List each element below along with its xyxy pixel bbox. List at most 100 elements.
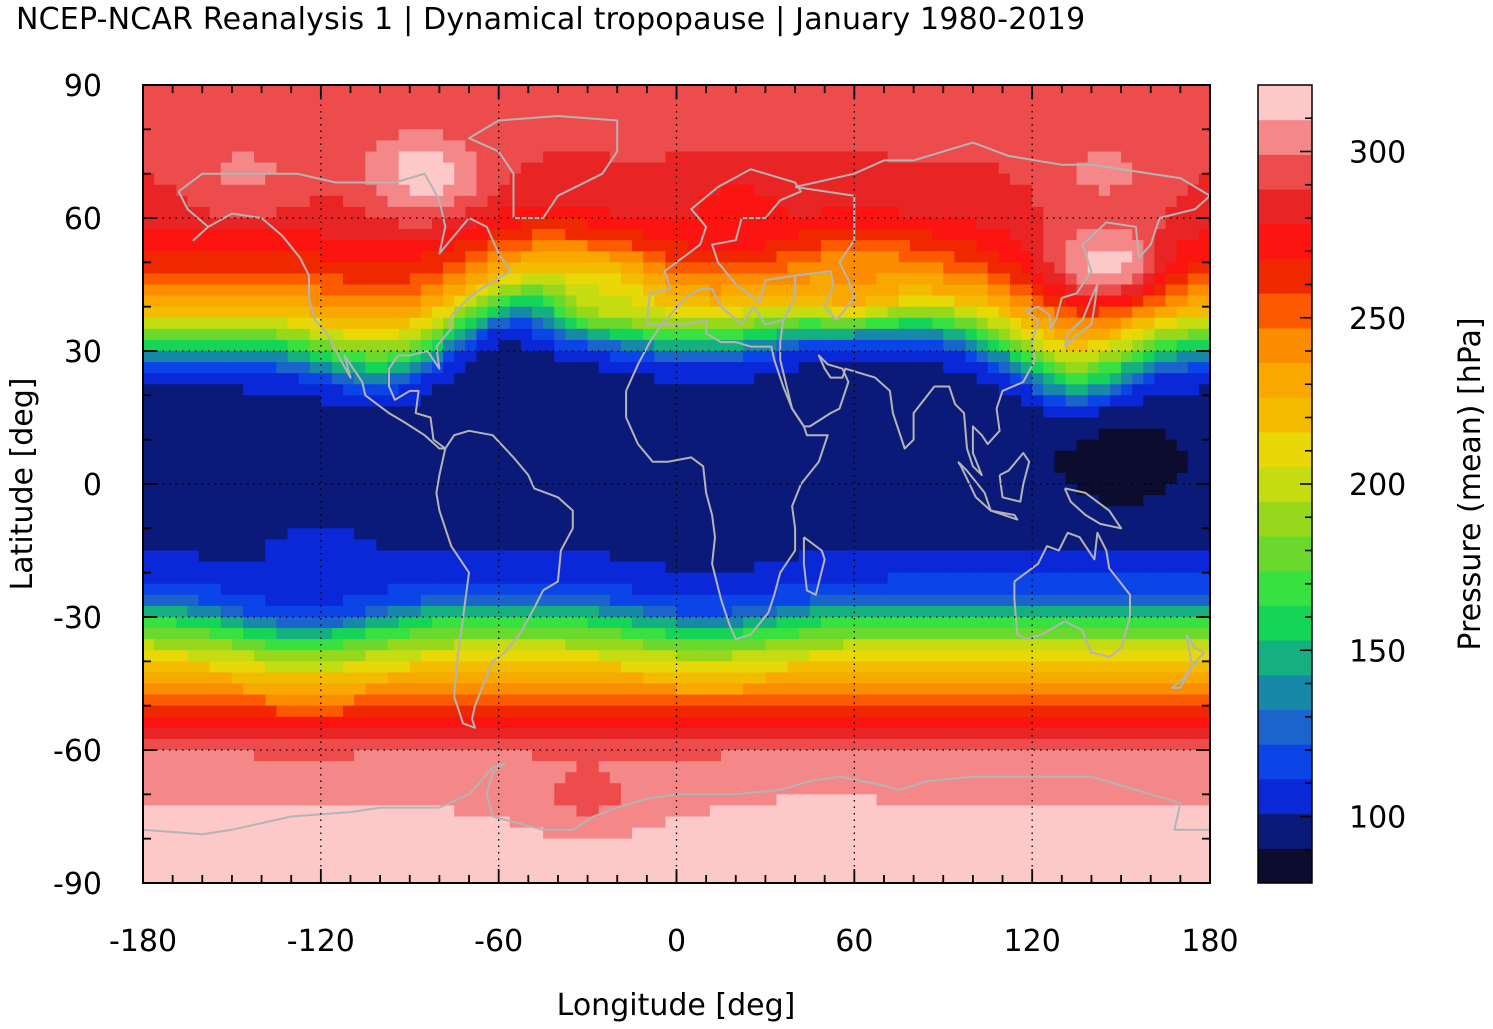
heatmap-cell xyxy=(420,151,433,164)
heatmap-cell xyxy=(343,450,355,463)
heatmap-cell xyxy=(732,439,744,452)
heatmap-cell xyxy=(732,373,744,385)
heatmap-cell xyxy=(598,151,611,164)
heatmap-cell xyxy=(243,129,255,142)
heatmap-cell xyxy=(431,140,444,153)
heatmap-cell xyxy=(1187,650,1200,662)
heatmap-cell xyxy=(643,240,655,252)
heatmap-cell xyxy=(976,561,989,574)
heatmap-cell xyxy=(476,461,489,474)
heatmap-cell xyxy=(565,495,578,507)
heatmap-cell xyxy=(754,251,767,263)
heatmap-cell xyxy=(1121,173,1133,186)
heatmap-cell xyxy=(1132,639,1144,651)
heatmap-cell xyxy=(532,439,544,452)
heatmap-cell xyxy=(543,384,555,396)
heatmap-cell xyxy=(909,628,922,640)
heatmap-cell xyxy=(409,284,422,297)
heatmap-cell xyxy=(254,107,266,119)
heatmap-cell xyxy=(465,539,478,552)
heatmap-cell xyxy=(776,561,789,574)
heatmap-cell xyxy=(1043,439,1055,452)
heatmap-cell xyxy=(643,583,655,596)
heatmap-cell xyxy=(143,118,155,130)
heatmap-cell xyxy=(754,229,767,241)
heatmap-cell xyxy=(387,406,400,419)
heatmap-cell xyxy=(687,195,700,208)
heatmap-cell xyxy=(176,594,189,607)
heatmap-cell xyxy=(598,362,611,374)
heatmap-cell xyxy=(143,206,155,219)
heatmap-cell xyxy=(954,284,967,297)
heatmap-cell xyxy=(1021,583,1033,596)
heatmap-cell xyxy=(354,328,366,341)
heatmap-cell xyxy=(1143,594,1156,607)
heatmap-cell xyxy=(643,461,655,474)
heatmap-cell xyxy=(209,450,222,463)
heatmap-cell xyxy=(909,594,922,607)
heatmap-cell xyxy=(309,384,322,396)
heatmap-cell xyxy=(320,306,333,319)
heatmap-cell xyxy=(843,605,855,618)
heatmap-cell xyxy=(1187,539,1200,552)
heatmap-cell xyxy=(1065,251,1078,263)
heatmap-cell xyxy=(854,450,867,463)
heatmap-cell xyxy=(732,129,744,142)
heatmap-cell xyxy=(243,295,255,308)
heatmap-cell xyxy=(854,85,867,97)
heatmap-cell xyxy=(198,594,211,607)
heatmap-cell xyxy=(276,539,289,552)
heatmap-cell xyxy=(965,461,978,474)
heatmap-cell xyxy=(354,450,366,463)
heatmap-cell xyxy=(643,406,655,419)
heatmap-cell xyxy=(787,594,800,607)
heatmap-cell xyxy=(343,107,355,119)
heatmap-cell xyxy=(954,85,967,97)
heatmap-cell xyxy=(387,339,400,352)
heatmap-cell xyxy=(1154,306,1167,319)
heatmap-cell xyxy=(498,628,511,640)
heatmap-cell xyxy=(220,339,233,352)
heatmap-cell xyxy=(732,351,744,363)
heatmap-cell xyxy=(243,594,255,607)
heatmap-cell xyxy=(609,650,622,662)
heatmap-cell xyxy=(320,317,333,330)
heatmap-cell xyxy=(620,251,633,263)
heatmap-cell xyxy=(1098,439,1111,452)
heatmap-cell xyxy=(609,173,622,186)
heatmap-cell xyxy=(443,495,455,507)
heatmap-cell xyxy=(965,218,978,230)
heatmap-cell xyxy=(1098,351,1111,363)
heatmap-cell xyxy=(998,450,1011,463)
heatmap-cell xyxy=(743,539,755,552)
heatmap-cell xyxy=(243,218,255,230)
heatmap-cell xyxy=(276,195,289,208)
heatmap-cell xyxy=(954,406,967,419)
heatmap-cell xyxy=(876,650,889,662)
heatmap-cell xyxy=(798,384,811,396)
heatmap-cell xyxy=(387,362,400,374)
heatmap-cell xyxy=(176,351,189,363)
heatmap-cell xyxy=(754,572,767,585)
heatmap-cell xyxy=(309,495,322,507)
heatmap-cell xyxy=(354,339,366,352)
heatmap-cell xyxy=(609,295,622,308)
heatmap-cell xyxy=(987,406,1000,419)
heatmap-cell xyxy=(1154,273,1167,286)
heatmap-cell xyxy=(765,96,778,108)
heatmap-cell xyxy=(609,351,622,363)
heatmap-cell xyxy=(598,572,611,585)
heatmap-cell xyxy=(976,96,989,108)
heatmap-cell xyxy=(243,362,255,374)
heatmap-cell xyxy=(887,195,900,208)
heatmap-cell xyxy=(865,107,878,119)
heatmap-cell xyxy=(743,572,755,585)
heatmap-cell xyxy=(665,206,678,219)
heatmap-cell xyxy=(431,284,444,297)
heatmap-cell xyxy=(998,140,1011,153)
heatmap-cell xyxy=(365,406,377,419)
heatmap-cell xyxy=(943,162,955,175)
heatmap-cell xyxy=(1043,96,1055,108)
heatmap-cell xyxy=(1054,572,1067,585)
heatmap-cell xyxy=(587,218,600,230)
